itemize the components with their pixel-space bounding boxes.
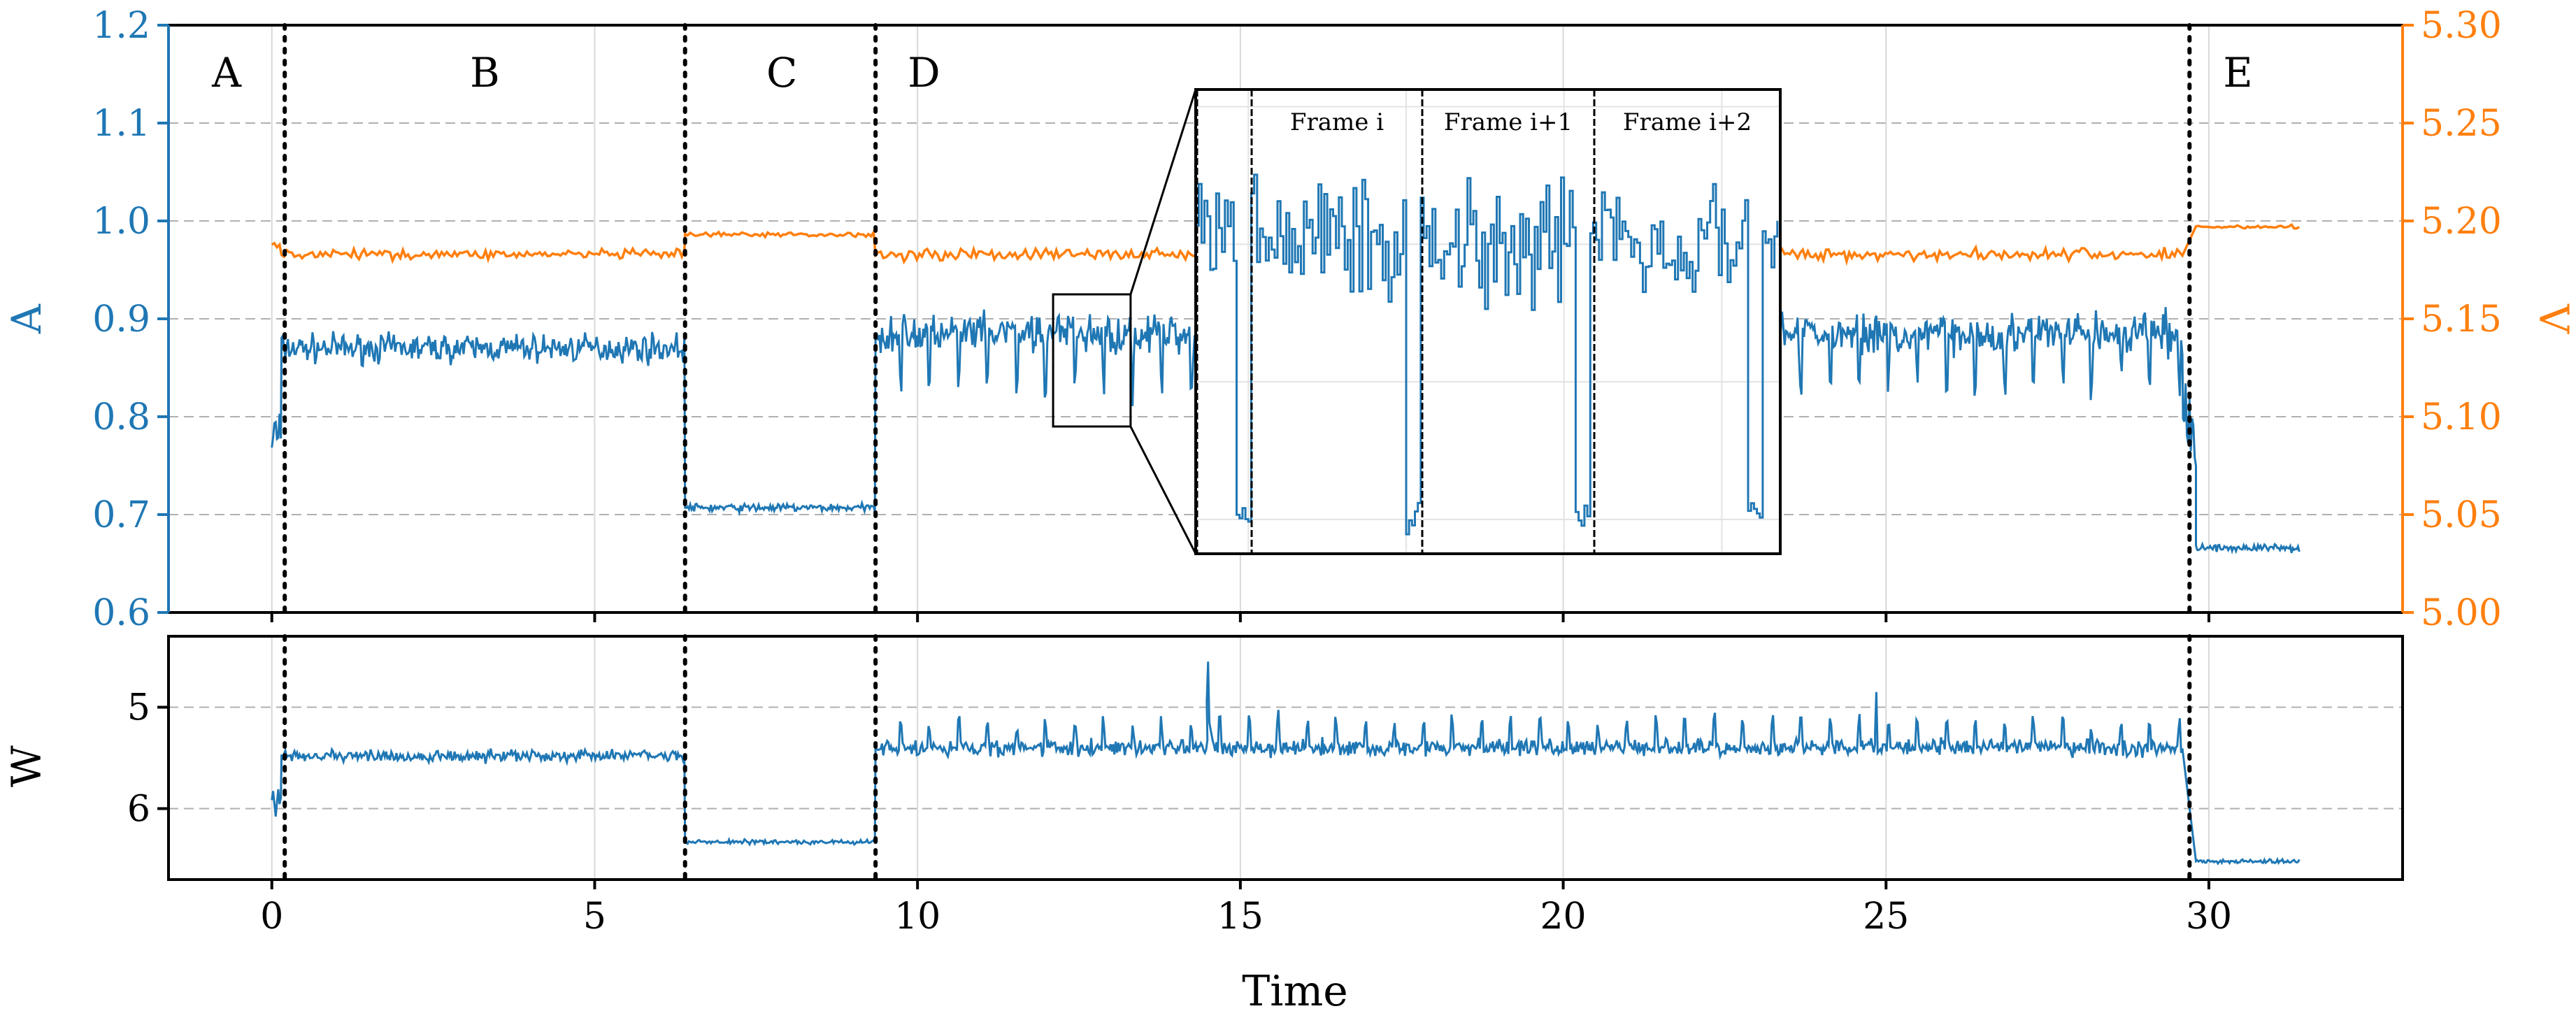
- right-tick-label: 5.20: [2421, 201, 2502, 243]
- zoom-inset: Frame i Frame i+1 Frame i+2: [1052, 88, 1782, 555]
- x-tick-label: 10: [894, 896, 940, 938]
- bottom-y-ticks: 56: [127, 687, 169, 831]
- bottom-plot-frame: [167, 635, 2404, 881]
- right-tick-label: 5.15: [2421, 299, 2502, 341]
- inset-frame-label: Frame i+2: [1623, 108, 1752, 136]
- x-tick-label: 25: [1863, 896, 1909, 938]
- right-y-ticks: 5.00 5.05 5.10 5.15 5.20 5.25 5.30: [2403, 5, 2502, 634]
- right-tick-label: 5.10: [2421, 396, 2502, 438]
- x-tick-label: 5: [583, 896, 606, 938]
- phase-label-c: C: [766, 49, 797, 96]
- zoom-window-box: [1052, 293, 1132, 428]
- inset-current-line: [1196, 173, 1779, 536]
- phase-label-d: D: [908, 49, 940, 96]
- x-tick-label: 20: [1540, 896, 1586, 938]
- right-tick-label: 5.05: [2421, 494, 2502, 536]
- top-x-ticks: [270, 612, 2210, 622]
- zoom-connector-bottom: [1129, 426, 1197, 554]
- left-tick-label: 1.1: [92, 103, 150, 145]
- inset-series: [1196, 173, 1779, 536]
- x-axis-title: Time: [1242, 967, 1348, 1016]
- bottom-series: [271, 661, 2300, 866]
- top-phase-boundaries: [282, 23, 2192, 615]
- left-y-ticks: 0.6 0.7 0.8 0.9 1.0 1.1 1.2: [92, 5, 169, 634]
- inset-frame-label: Frame i+1: [1444, 108, 1573, 136]
- inset-frame: [1194, 88, 1782, 555]
- bottom-y-tick-label: 5: [127, 687, 150, 729]
- x-tick-label: 15: [1217, 896, 1264, 938]
- right-tick-label: 5.30: [2421, 5, 2502, 47]
- inset-background: [1196, 89, 1780, 554]
- phase-label-a: A: [211, 49, 242, 96]
- left-tick-label: 1.2: [92, 5, 150, 47]
- left-tick-label: 0.7: [92, 494, 150, 536]
- x-tick-label: 0: [260, 896, 283, 938]
- right-tick-label: 5.25: [2421, 103, 2502, 145]
- inset-frame-label: Frame i: [1290, 108, 1384, 136]
- phase-labels: A B C D E: [211, 49, 2253, 96]
- bottom-grid: [169, 636, 2403, 880]
- phase-label-b: B: [470, 49, 500, 96]
- left-axis-title: A: [3, 303, 50, 334]
- left-tick-label: 0.9: [92, 299, 150, 341]
- power-series-line: [271, 661, 2300, 866]
- left-tick-label: 1.0: [92, 201, 150, 243]
- left-tick-label: 0.6: [92, 592, 150, 634]
- bottom-phase-boundaries: [282, 634, 2192, 882]
- x-tick-label: 30: [2186, 896, 2232, 938]
- right-tick-label: 5.00: [2421, 592, 2502, 634]
- x-ticks: 0 5 10 15 20 25 30: [260, 880, 2232, 938]
- bottom-axis-title: W: [3, 745, 50, 787]
- left-tick-label: 0.8: [92, 396, 150, 438]
- zoom-connector-top: [1129, 89, 1197, 295]
- bottom-panel: 0 5 10 15 20 25 30 56 W Time: [3, 634, 2404, 1016]
- bottom-y-tick-label: 6: [127, 789, 150, 831]
- phase-label-e: E: [2223, 49, 2252, 96]
- right-axis-title: V: [2530, 303, 2576, 334]
